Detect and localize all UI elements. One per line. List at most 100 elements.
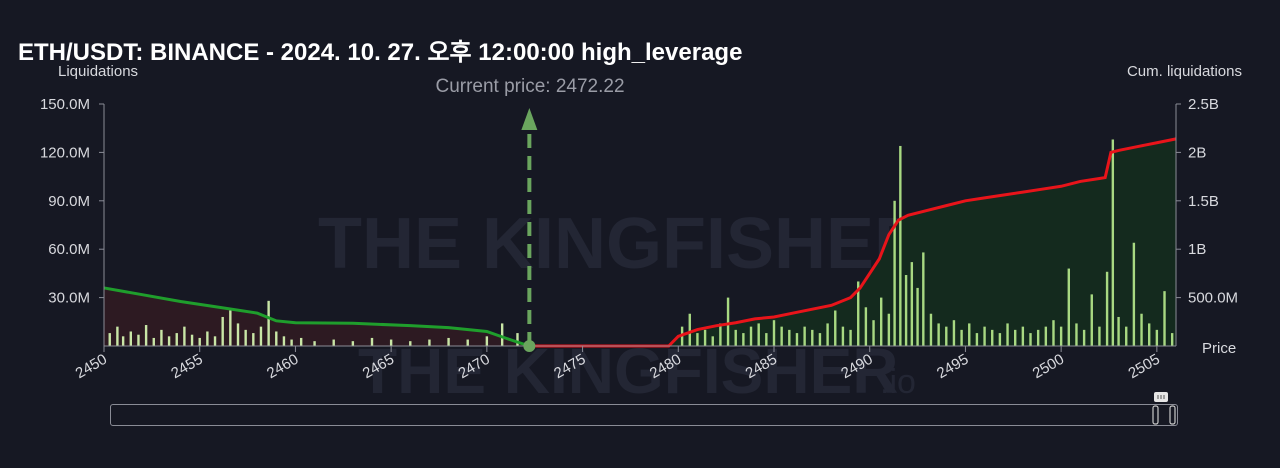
liquidation-bar [206,331,209,346]
liquidation-bar [696,333,699,346]
left-axis-ticks: 30.0M 60.0M 90.0M 120.0M 150.0M [40,96,104,307]
liquidation-bar [841,326,845,346]
long-cum-line [103,286,530,348]
liquidation-bar [952,320,956,346]
liquidation-bar [175,333,178,346]
handle-left-icon[interactable] [1152,405,1159,425]
watermark-lower: THE KINGFISHER .io [358,335,916,407]
liquidation-bar [389,339,393,346]
x-tick-label: 2500 [1030,351,1067,382]
liquidation-bar [749,326,753,346]
liquidation-bar [757,323,760,346]
x-tick-label: 2505 [1125,351,1162,382]
x-axis-label: Price [1202,340,1236,357]
liquidation-bar [1163,291,1166,346]
liquidation-bar [198,337,201,346]
cumulative-lines [103,137,1177,348]
liquidation-bar [229,310,232,346]
liquidation-bar [726,297,730,346]
liquidation-bar [945,326,948,346]
left-tick-label: 150.0M [40,96,90,113]
liquidation-bar [929,313,933,346]
left-axis-label: Liquidations [58,63,138,80]
liquidation-bar [428,339,431,346]
liquidation-bar [772,320,776,346]
liquidation-bar [236,323,240,346]
liquidation-bar [137,334,140,346]
liquidation-bar [893,200,896,346]
liquidation-bar [282,336,286,346]
liquidation-bar [998,333,1002,346]
watermark-text: THE KINGFISHER [318,204,926,284]
liquidation-bar [1125,326,1128,346]
liquidation-bar [937,323,940,346]
liquidation-bar [221,316,224,346]
liquidation-bar [299,337,303,346]
liquidation-bar [267,300,270,346]
liquidation-bar [811,329,814,346]
liquidation-bar [129,331,132,346]
liquidation-bar [803,326,806,346]
liquidation-bar [795,333,799,346]
liquidation-bar [904,275,908,346]
liquidation-bar [872,320,875,346]
current-price-dot [523,340,536,352]
liquidation-bars [108,139,1174,346]
liquidation-bar [916,287,919,346]
liquidation-bar [826,323,829,346]
liquidation-bar [516,333,519,346]
handle-right-icon[interactable] [1169,405,1176,425]
liquidation-bar [1036,329,1040,346]
liquidation-bar [183,326,186,346]
right-tick-label: 2.5B [1188,96,1219,113]
liquidation-bar [968,323,971,346]
liquidation-bar [1111,139,1115,346]
liquidation-bar [290,339,293,346]
watermark-suffix-lower: .io [880,363,916,401]
current-price-arrow-icon [521,108,538,130]
liquidation-bar [370,337,374,346]
liquidation-bar [1170,333,1174,346]
left-tick-label: 60.0M [48,241,90,258]
range-handle[interactable] [1150,392,1178,428]
liquidation-bar [108,333,111,346]
range-scrollbar[interactable] [110,404,1178,426]
liquidation-bar [983,326,986,346]
liquidation-bar [259,326,263,346]
x-tick-label: 2450 [73,351,110,382]
liquidation-bar [332,339,335,346]
right-tick-label: 2B [1188,144,1206,161]
chart-title: ETH/USDT: BINANCE - 2024. 10. 27. 오후 12:… [18,39,743,66]
right-tick-label: 500.0M [1188,290,1238,307]
liquidation-bar [152,337,155,346]
liquidation-bar [447,337,450,346]
liquidation-bar [734,329,737,346]
short-cum-area [529,138,1176,346]
x-tick-label: 2455 [168,351,205,382]
liquidation-bar [1044,326,1048,346]
x-tick-label: 2495 [934,351,971,382]
liquidation-bar [1029,333,1032,346]
liquidation-bar [409,341,412,346]
liquidation-bar [922,252,925,346]
liquidation-bar [1075,323,1078,346]
liquidation-bar [864,307,868,346]
left-tick-label: 120.0M [40,144,90,161]
liquidation-bar [1052,320,1055,346]
liquidation-bar [780,326,783,346]
current-price-marker [521,108,538,352]
liquidation-bar [1090,294,1093,346]
liquidation-bar [975,333,979,346]
liquidation-bar [1132,242,1136,346]
current-price-label: Current price: 2472.22 [435,76,624,97]
liquidation-bar [485,336,489,346]
liquidation-bar [275,331,278,346]
liquidation-bar [466,339,469,346]
liquidation-bar [121,336,125,346]
liquidation-bar [857,281,860,346]
liquidation-bar [960,329,963,346]
liquidation-bar [849,329,852,346]
liquidation-bar [899,145,902,346]
liquidation-bar [190,334,194,346]
liquidation-bar [688,313,691,346]
